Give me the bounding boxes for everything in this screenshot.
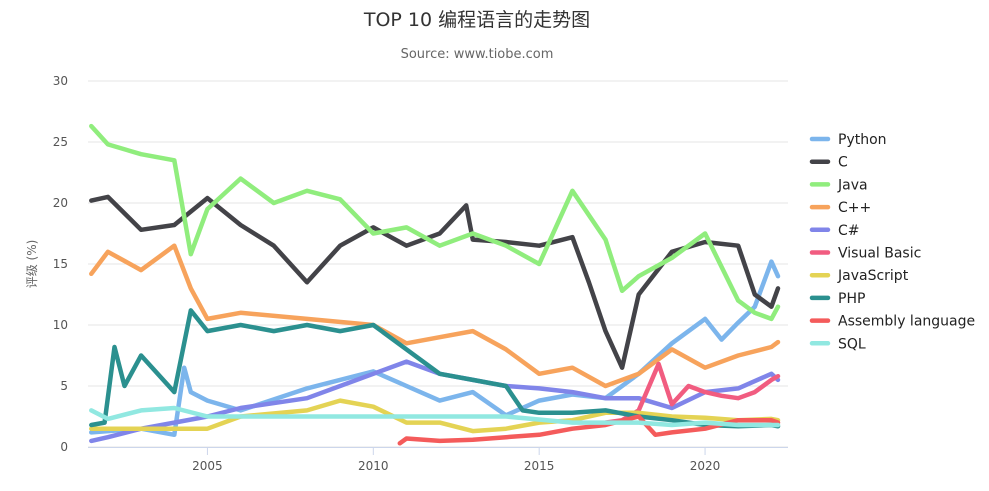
legend-label: Python [838, 132, 887, 148]
legend-item-sql[interactable]: SQL [812, 336, 866, 352]
series-line-java[interactable] [91, 126, 778, 319]
legend-label: C# [838, 223, 860, 239]
legend-item-c-[interactable]: C++ [812, 200, 871, 216]
y-tick-label: 10 [53, 318, 68, 332]
legend-label: C++ [838, 200, 871, 216]
x-tick-label: 2010 [358, 459, 389, 473]
legend-item-php[interactable]: PHP [812, 291, 865, 307]
legend-item-javascript[interactable]: JavaScript [812, 268, 909, 284]
legend-item-python[interactable]: Python [812, 132, 887, 148]
legend-label: C [838, 155, 848, 171]
y-tick-label: 25 [53, 135, 68, 149]
legend: Python C Java C++ C# Visual Basic JavaScript PH… [812, 132, 975, 352]
chart-title: TOP 10 编程语言的走势图 [363, 9, 590, 31]
chart-subtitle: Source: www.tiobe.com [401, 47, 554, 62]
legend-label: PHP [838, 291, 865, 307]
y-tick-label: 30 [53, 74, 68, 88]
legend-label: Java [837, 177, 868, 193]
y-tick-label: 5 [60, 379, 68, 393]
x-tick-label: 2005 [192, 459, 223, 473]
y-tick-label: 0 [60, 440, 68, 454]
x-tick-label: 2015 [524, 459, 555, 473]
series-lines [91, 126, 778, 443]
y-tick-label: 20 [53, 196, 68, 210]
line-chart: TOP 10 编程语言的走势图 Source: www.tiobe.com 0 5… [0, 0, 989, 491]
legend-label: Assembly language [838, 314, 975, 330]
x-tick-label: 2020 [690, 459, 721, 473]
legend-item-c[interactable]: C [812, 155, 848, 171]
y-tick-label: 15 [53, 257, 68, 271]
legend-item-assembly-language[interactable]: Assembly language [812, 314, 975, 330]
legend-item-java[interactable]: Java [812, 177, 868, 193]
axes: 0 5 10 15 20 25 30 2005 2010 2015 2020 [53, 74, 788, 473]
legend-item-c-[interactable]: C# [812, 223, 860, 239]
y-axis-label: 评级 (%) [25, 240, 39, 289]
legend-label: JavaScript [837, 268, 909, 284]
legend-label: Visual Basic [838, 246, 921, 262]
legend-item-visual-basic[interactable]: Visual Basic [812, 246, 921, 262]
legend-label: SQL [838, 336, 866, 352]
chart-container: TOP 10 编程语言的走势图 Source: www.tiobe.com 0 5… [0, 0, 989, 491]
